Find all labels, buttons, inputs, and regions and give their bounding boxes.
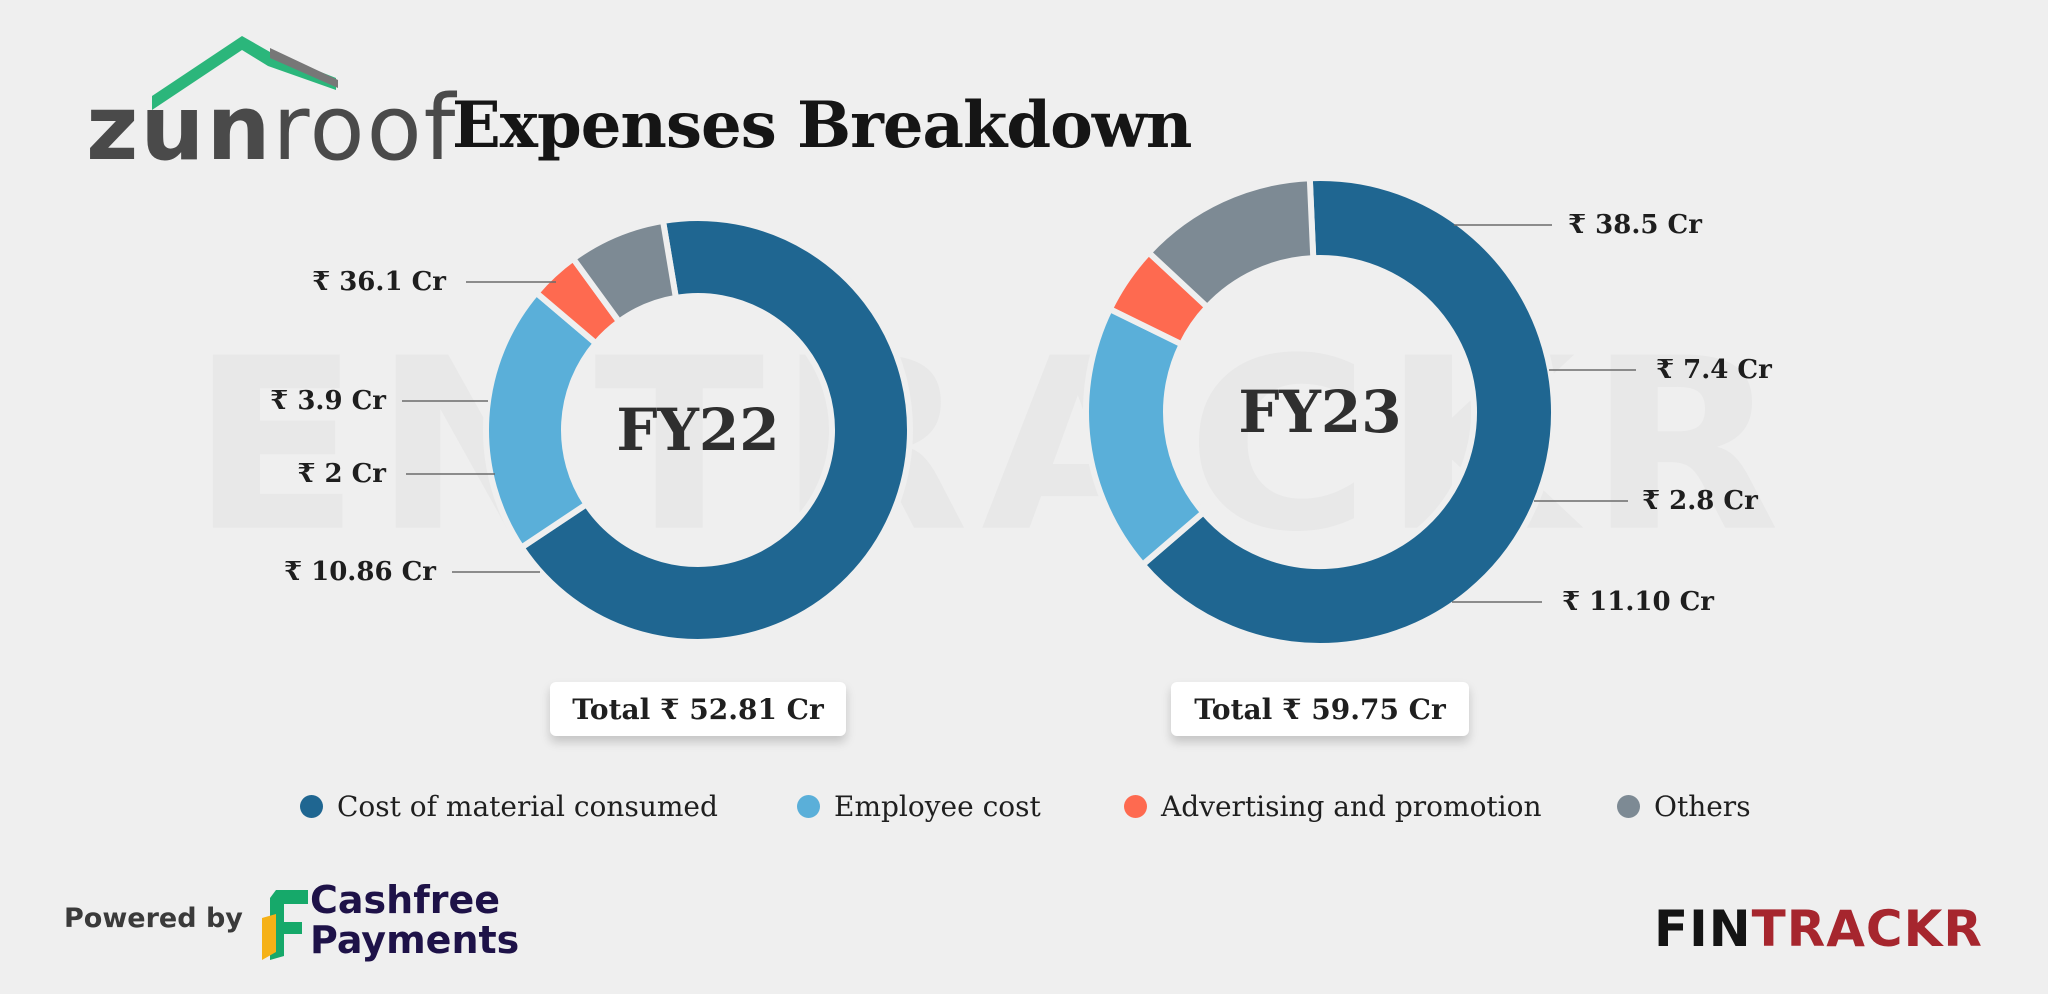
brand-name-part2: roof [272, 76, 458, 181]
sponsor-line1: Cashfree [310, 878, 501, 922]
value-label-others: ₹ 3.9 Cr [270, 386, 386, 416]
slice-cost-of-material-consumed [1138, 175, 1557, 649]
legend-label: Advertising and promotion [1161, 790, 1542, 823]
fintrackr-logo: FINTRACKR [1654, 900, 1983, 958]
slice-employee-cost [483, 288, 601, 552]
total-label: Total ₹ 52.81 Cr [572, 692, 824, 726]
cashfree-logo: Cashfree Payments [258, 880, 558, 966]
value-label-employee-cost: ₹ 10.86 Cr [284, 557, 436, 587]
total-label: Total ₹ 59.75 Cr [1194, 692, 1446, 726]
brand-name-part1: zun [86, 76, 273, 181]
brand-name: zunroof [86, 84, 457, 174]
legend: Cost of material consumed Employee cost … [0, 790, 2048, 830]
powered-by-label: Powered by [64, 903, 243, 934]
roof-icon [152, 36, 338, 110]
donut-fy22 [483, 215, 913, 645]
sponsor-line2: Payments [310, 918, 520, 962]
legend-item-employee: Employee cost [797, 790, 1041, 823]
legend-label: Others [1654, 790, 1751, 823]
total-box-fy23: Total ₹ 59.75 Cr [1171, 682, 1469, 736]
cashfree-mark-icon [262, 890, 308, 960]
publisher-part2: TRACKR [1751, 900, 1983, 958]
total-box-fy22: Total ₹ 52.81 Cr [550, 682, 846, 736]
center-label: FY23 [1238, 378, 1401, 446]
donut-fy23 [1083, 175, 1557, 649]
publisher-part1: FIN [1654, 900, 1752, 958]
slice-others [569, 217, 680, 326]
value-label-employee-cost: ₹ 11.10 Cr [1562, 587, 1714, 617]
legend-dot [797, 795, 820, 818]
legend-dot [1617, 795, 1640, 818]
legend-item-others: Others [1617, 790, 1751, 823]
legend-label: Cost of material consumed [337, 790, 718, 823]
zunroof-logo: zunroof [86, 36, 455, 174]
page-title: Expenses Breakdown [452, 88, 1192, 163]
slice-employee-cost [1083, 305, 1208, 569]
legend-item-material: Cost of material consumed [300, 790, 718, 823]
slice-others [1144, 175, 1317, 312]
value-label-advertising-and-promotion: ₹ 2 Cr [297, 459, 386, 489]
legend-label: Employee cost [834, 790, 1041, 823]
legend-item-advertising: Advertising and promotion [1124, 790, 1542, 823]
cashfree-wordmark: Cashfree Payments [310, 880, 519, 960]
value-label-cost-of-material-consumed: ₹ 36.1 Cr [312, 267, 446, 297]
value-label-others: ₹ 7.4 Cr [1656, 355, 1772, 385]
center-label: FY22 [616, 396, 779, 464]
value-label-advertising-and-promotion: ₹ 2.8 Cr [1642, 486, 1758, 516]
legend-dot [300, 795, 323, 818]
slice-cost-of-material-consumed [517, 215, 913, 645]
value-label-cost-of-material-consumed: ₹ 38.5 Cr [1568, 210, 1702, 240]
legend-dot [1124, 795, 1147, 818]
